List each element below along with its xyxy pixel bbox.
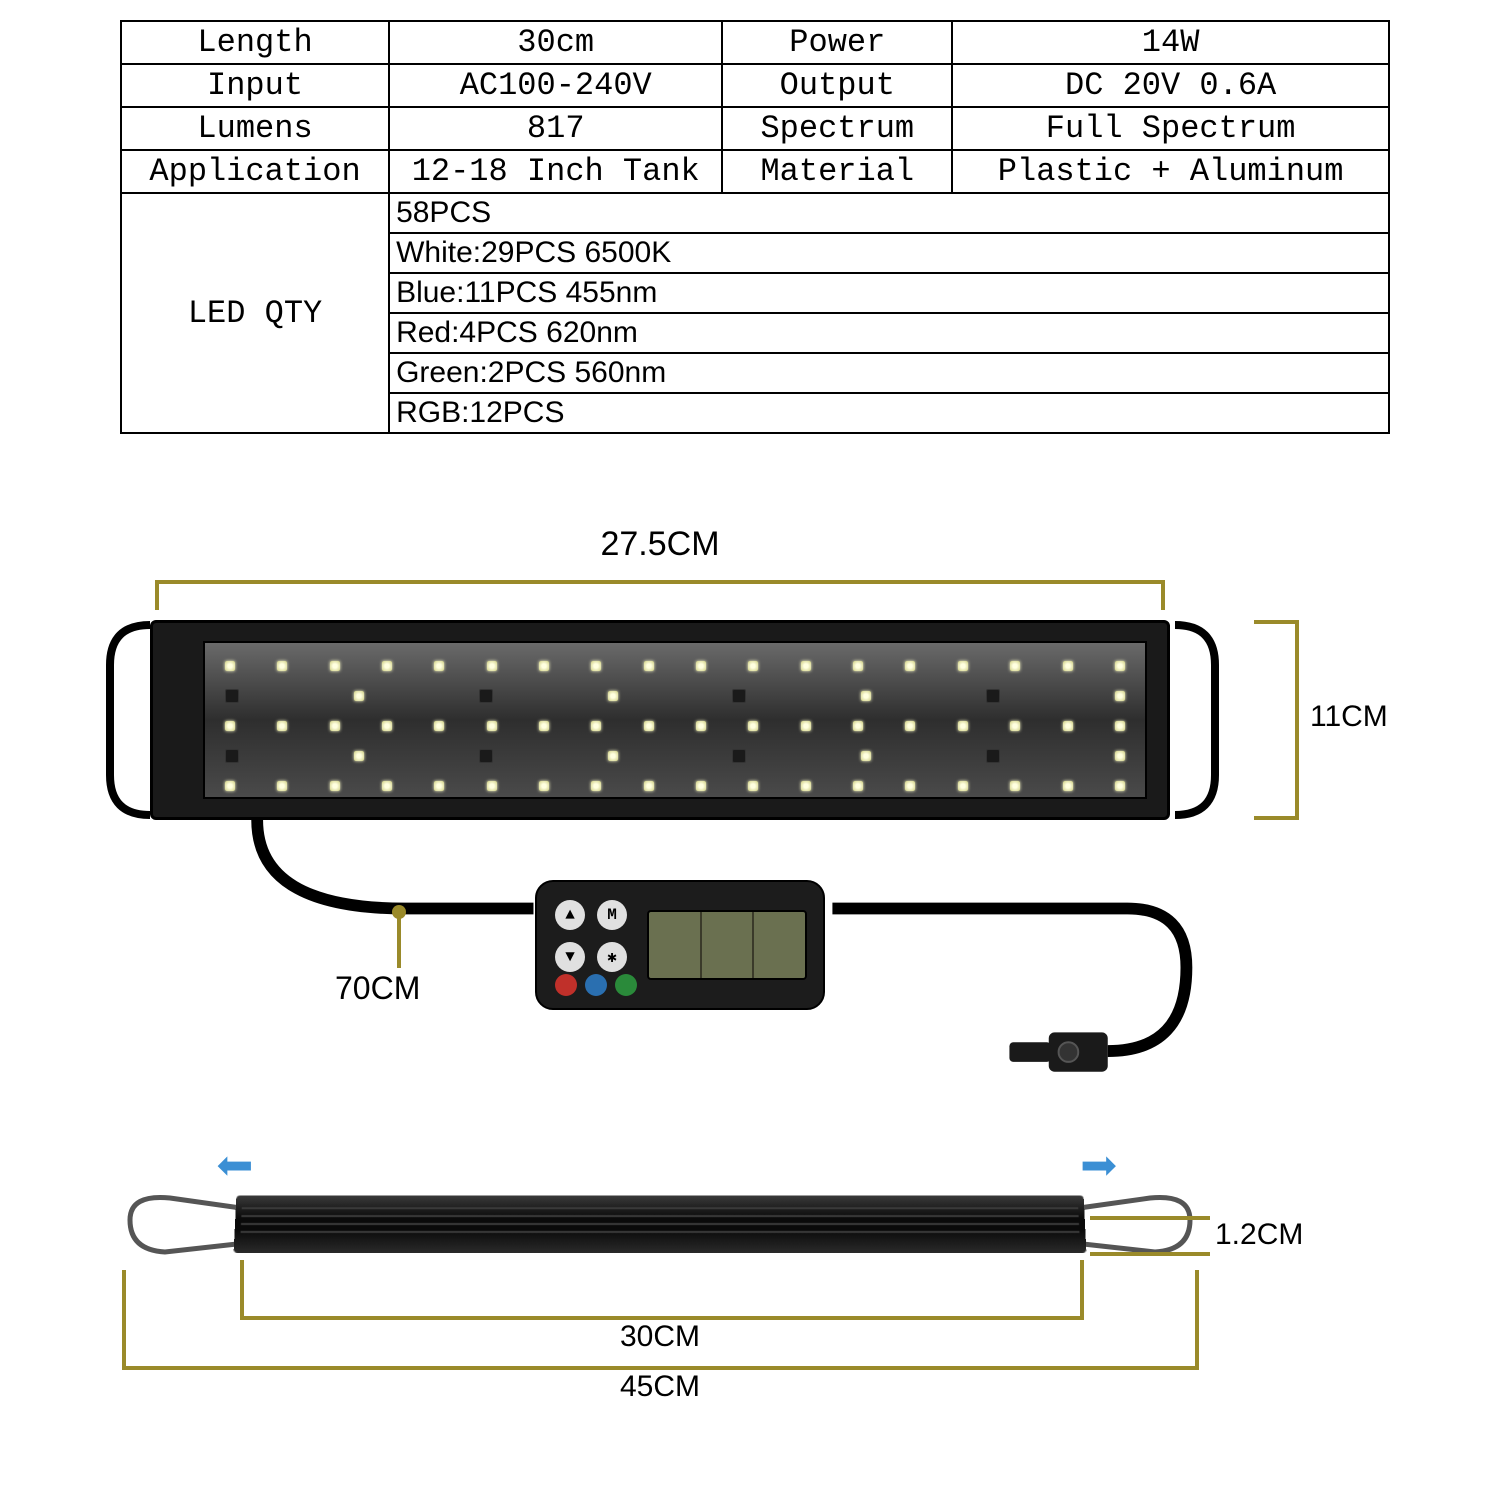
- led-detail-4: Green:2PCS 560nm: [389, 353, 1389, 393]
- cable-tick: [397, 918, 401, 968]
- dim-cable-label: 70CM: [335, 970, 420, 1007]
- dim-30-tick-l: [240, 1260, 244, 1320]
- cell-ledqty-label: LED QTY: [121, 193, 389, 433]
- dim-45-label: 45CM: [620, 1370, 700, 1404]
- led-row-1: [225, 661, 1125, 671]
- dim-30-tick-r: [1080, 1260, 1084, 1320]
- cell-lumens-value: 817: [389, 107, 722, 150]
- cell-output-label: Output: [722, 64, 952, 107]
- led-detail-5: RGB:12PCS: [389, 393, 1389, 433]
- cell-application-label: Application: [121, 150, 389, 193]
- led-row-2: [225, 691, 1125, 701]
- cell-output-value: DC 20V 0.6A: [952, 64, 1389, 107]
- ctrl-screen: [647, 910, 807, 980]
- cell-power-value: 14W: [952, 21, 1389, 64]
- cell-length-label: Length: [121, 21, 389, 64]
- led-detail-0: 58PCS: [389, 193, 1389, 233]
- led-row-5: [225, 781, 1125, 791]
- dim-h-line: [1295, 620, 1299, 820]
- cell-length-value: 30cm: [389, 21, 722, 64]
- cell-material-value: Plastic + Aluminum: [952, 150, 1389, 193]
- dim-top-line: [155, 580, 1165, 584]
- dim-45-tick-l: [122, 1270, 126, 1370]
- dim-height-label: 11CM: [1310, 700, 1388, 734]
- light-front-view: [150, 620, 1170, 820]
- side-lines: [240, 1207, 1080, 1247]
- ctrl-m-button[interactable]: M: [597, 900, 627, 930]
- led-row-4: [225, 751, 1125, 761]
- ctrl-down-button[interactable]: ▼: [555, 942, 585, 972]
- led-detail-3: Red:4PCS 620nm: [389, 313, 1389, 353]
- led-detail-2: Blue:11PCS 455nm: [389, 273, 1389, 313]
- cell-power-label: Power: [722, 21, 952, 64]
- dim-top-width: 27.5CM: [205, 525, 1115, 564]
- cable-dot: [392, 905, 406, 919]
- cell-spectrum-label: Spectrum: [722, 107, 952, 150]
- led-detail-1: White:29PCS 6500K: [389, 233, 1389, 273]
- dim-h-tick-t: [1254, 620, 1299, 624]
- light-side-view: [234, 1195, 1087, 1252]
- ctrl-green-button[interactable]: [615, 974, 637, 996]
- ctrl-up-button[interactable]: ▲: [555, 900, 585, 930]
- ctrl-blue-button[interactable]: [585, 974, 607, 996]
- cell-input-label: Input: [121, 64, 389, 107]
- dim-45-tick-r: [1195, 1270, 1199, 1370]
- dim-thickness-label: 1.2CM: [1215, 1218, 1303, 1252]
- dim-top-label: 27.5CM: [600, 525, 719, 563]
- cell-input-value: AC100-240V: [389, 64, 722, 107]
- ctrl-light-button[interactable]: ✱: [597, 942, 627, 972]
- dim-th-top: [1090, 1216, 1210, 1220]
- ctrl-red-button[interactable]: [555, 974, 577, 996]
- led-row-3: [225, 721, 1125, 731]
- cell-application-value: 12-18 Inch Tank: [389, 150, 722, 193]
- cell-spectrum-value: Full Spectrum: [952, 107, 1389, 150]
- dim-30-label: 30CM: [620, 1320, 700, 1354]
- cell-material-label: Material: [722, 150, 952, 193]
- controller: ▲ M ▼ ✱: [535, 880, 825, 1010]
- cell-lumens-label: Lumens: [121, 107, 389, 150]
- dim-h-tick-b: [1254, 816, 1299, 820]
- spec-table: Length 30cm Power 14W Input AC100-240V O…: [120, 20, 1390, 434]
- dim-th-bot: [1090, 1252, 1210, 1256]
- light-panel: [203, 641, 1147, 799]
